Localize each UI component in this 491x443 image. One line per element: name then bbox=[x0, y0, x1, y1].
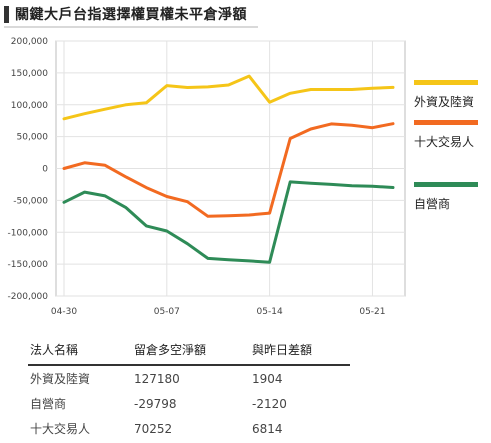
daily-change-value: -2120 bbox=[252, 396, 287, 411]
daily-change-value: 1904 bbox=[252, 371, 283, 386]
y-tick-label: 100,000 bbox=[11, 101, 48, 111]
series-line-0 bbox=[62, 74, 395, 121]
legend-item-foreign: 外資及陸資 bbox=[414, 80, 478, 110]
legend-swatch-top10 bbox=[414, 120, 478, 125]
table-row: 外資及陸資 127180 1904 bbox=[28, 365, 350, 391]
daily-change-value: 6814 bbox=[252, 421, 283, 436]
x-tick-label: 05-07 bbox=[154, 307, 180, 317]
title-marker bbox=[4, 5, 9, 23]
series-line-2 bbox=[62, 180, 395, 264]
x-tick-label: 04-30 bbox=[51, 307, 77, 317]
header-daily-change: 與昨日差額 bbox=[250, 336, 350, 366]
institution-name: 外資及陸資 bbox=[30, 372, 91, 386]
header-institution: 法人名稱 bbox=[28, 336, 132, 366]
net-oi-value: 127180 bbox=[134, 371, 180, 386]
net-position-table: 法人名稱 留倉多空淨額 與昨日差額 外資及陸資 127180 1904 自營商 … bbox=[28, 336, 350, 441]
legend-label-foreign: 外資及陸資 bbox=[414, 95, 475, 109]
table-header-row: 法人名稱 留倉多空淨額 與昨日差額 bbox=[28, 336, 350, 366]
y-tick-label: -50,000 bbox=[13, 196, 48, 206]
x-tick-label: 05-14 bbox=[257, 307, 283, 317]
y-tick-label: -100,000 bbox=[8, 228, 49, 238]
legend-item-dealer: 自營商 bbox=[414, 182, 478, 212]
net-oi-value: -29798 bbox=[134, 396, 177, 411]
legend-label-dealer: 自營商 bbox=[414, 197, 451, 211]
legend-swatch-foreign bbox=[414, 80, 478, 85]
y-tick-label: 0 bbox=[42, 165, 48, 175]
header-net-oi: 留倉多空淨額 bbox=[132, 336, 250, 366]
legend-label-top10: 十大交易人 bbox=[414, 135, 475, 149]
series-line-1 bbox=[62, 122, 395, 218]
table-row: 自營商 -29798 -2120 bbox=[28, 391, 350, 416]
y-tick-label: 150,000 bbox=[11, 69, 48, 79]
y-tick-label: -200,000 bbox=[8, 292, 49, 302]
line-chart: 200,000 150,000 100,000 50,000 0 -50,000 -100,… bbox=[8, 37, 406, 317]
title-bar: 關鍵大戶台指選擇權買權未平倉淨額 bbox=[4, 4, 247, 24]
legend-swatch-dealer bbox=[414, 182, 478, 187]
institution-name: 十大交易人 bbox=[30, 422, 91, 436]
chart-title: 關鍵大戶台指選擇權買權未平倉淨額 bbox=[15, 7, 247, 23]
y-tick-label: -150,000 bbox=[8, 260, 49, 270]
y-tick-label: 200,000 bbox=[11, 37, 48, 47]
institution-name: 自營商 bbox=[30, 397, 67, 411]
legend-item-top10: 十大交易人 bbox=[414, 120, 478, 150]
net-oi-value: 70252 bbox=[134, 421, 173, 436]
table-row: 十大交易人 70252 6814 bbox=[28, 416, 350, 441]
title-underline bbox=[4, 26, 258, 28]
x-tick-label: 05-21 bbox=[359, 307, 385, 317]
y-tick-label: 50,000 bbox=[17, 133, 49, 143]
